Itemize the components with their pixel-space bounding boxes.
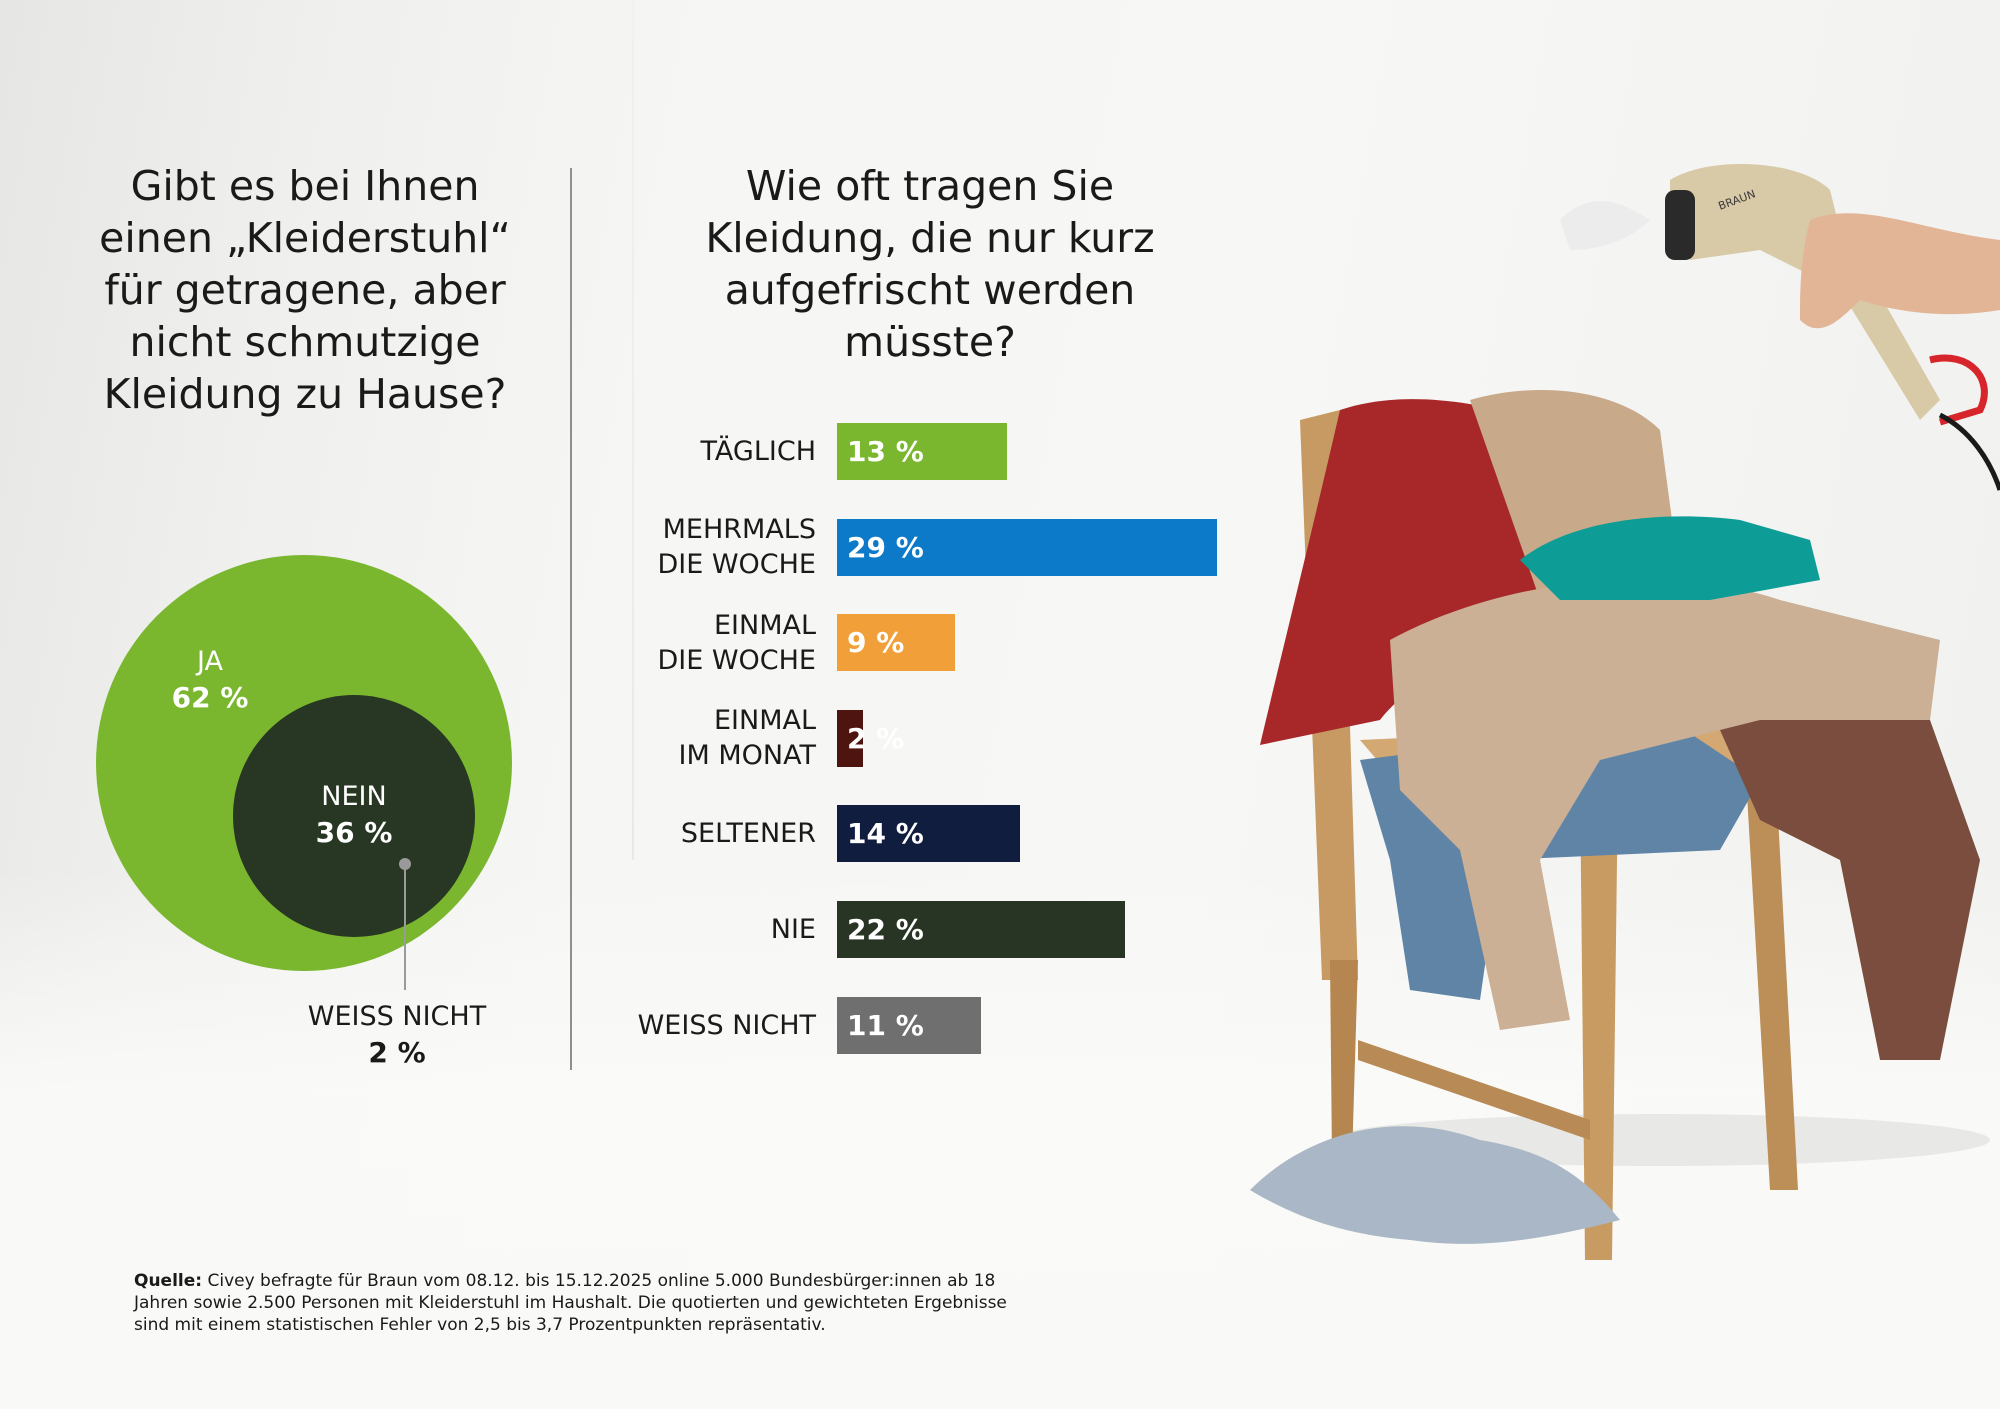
chair-leg-front-right <box>1745 760 1798 1190</box>
bar-value-label: 11 % <box>847 1008 924 1042</box>
plaid-shirt <box>1680 638 1980 1060</box>
bar: 11 % <box>837 996 982 1054</box>
weiss-nicht-value: 2 % <box>368 1036 425 1069</box>
bar-value-label: 22 % <box>847 913 924 946</box>
steamer-head-plate <box>1665 190 1695 260</box>
steamer-cable <box>1938 412 2000 491</box>
floor-shirt <box>1250 1126 1620 1244</box>
category-label: MEHRMALS DIE WOCHE <box>560 512 816 582</box>
hand <box>1800 213 2000 329</box>
steamer-body <box>1670 163 1940 420</box>
source-label: Quelle: <box>134 1271 203 1291</box>
red-sweater <box>1260 399 1560 745</box>
category-label: TÄGLICH <box>560 434 816 469</box>
category-label-line: NIE <box>770 914 816 945</box>
chair-clothes-illustration: BRAUN <box>1250 163 2000 1260</box>
teal-sweater <box>1520 516 1820 600</box>
category-label-line: MEHRMALS <box>662 514 816 546</box>
nein-label: NEIN <box>321 781 386 812</box>
bar-value-label: 29 % <box>847 530 924 564</box>
right-chart-title: Wie oft tragen Sie Kleidung, die nur kur… <box>705 162 1155 366</box>
beige-cardigan <box>1390 579 1940 1030</box>
category-label-line: EINMAL <box>713 609 816 641</box>
column-divider <box>570 168 572 1070</box>
category-label: EINMAL DIE WOCHE <box>560 608 816 678</box>
bar: 2 % <box>837 709 904 767</box>
category-label-line: IM MONAT <box>678 740 816 772</box>
category-label: SELTENER <box>560 816 816 851</box>
bar: 13 % <box>837 423 1008 480</box>
category-label: WEISS NICHT <box>560 1008 816 1043</box>
category-label-line: DIE WOCHE <box>657 549 816 581</box>
chair-stretcher <box>1358 1040 1590 1140</box>
bar-value-label: 14 % <box>847 817 924 851</box>
category-label: NIE <box>560 912 816 947</box>
bar: 22 % <box>837 901 1126 958</box>
bar-value-label: 2 % <box>847 721 905 755</box>
nein-circle <box>233 695 475 937</box>
category-label: EINMAL IM MONAT <box>560 703 816 773</box>
chair-leg-front-left <box>1580 780 1618 1260</box>
category-label-line: SELTENER <box>680 818 816 850</box>
bar-value-label: 13 % <box>847 435 924 468</box>
kleiderstuhl-circle-chart: JA 62 % NEIN 36 % WEISS NICHT 2 % <box>96 555 512 1069</box>
category-label-line: EINMAL <box>713 705 816 737</box>
source-text: Civey befragte für Braun vom 08.12. bis … <box>134 1271 1007 1335</box>
category-label-line: WEISS NICHT <box>637 1009 816 1041</box>
bar: 29 % <box>837 518 1217 576</box>
steamer-red-strap <box>1929 354 1988 426</box>
chair-leg-back <box>1330 960 1358 1160</box>
bar: 14 % <box>837 805 1021 863</box>
source-note: Quelle: Civey befragte für Braun vom 08.… <box>134 1270 1034 1336</box>
category-label-line: DIE WOCHE <box>657 644 816 676</box>
left-chart-title: Gibt es bei Ihnen einen „Kleiderstuhl“ f… <box>99 162 511 418</box>
bar: 9 % <box>837 614 955 672</box>
category-label-line: TÄGLICH <box>700 436 816 467</box>
bar-value-label: 9 % <box>847 626 905 660</box>
ja-label: JA <box>195 646 223 677</box>
steam-cloud <box>1560 201 1650 250</box>
nein-value: 36 % <box>316 816 393 849</box>
weiss-nicht-label: WEISS NICHT <box>308 1001 487 1032</box>
room-corner <box>632 0 634 860</box>
ja-value: 62 % <box>172 681 249 714</box>
